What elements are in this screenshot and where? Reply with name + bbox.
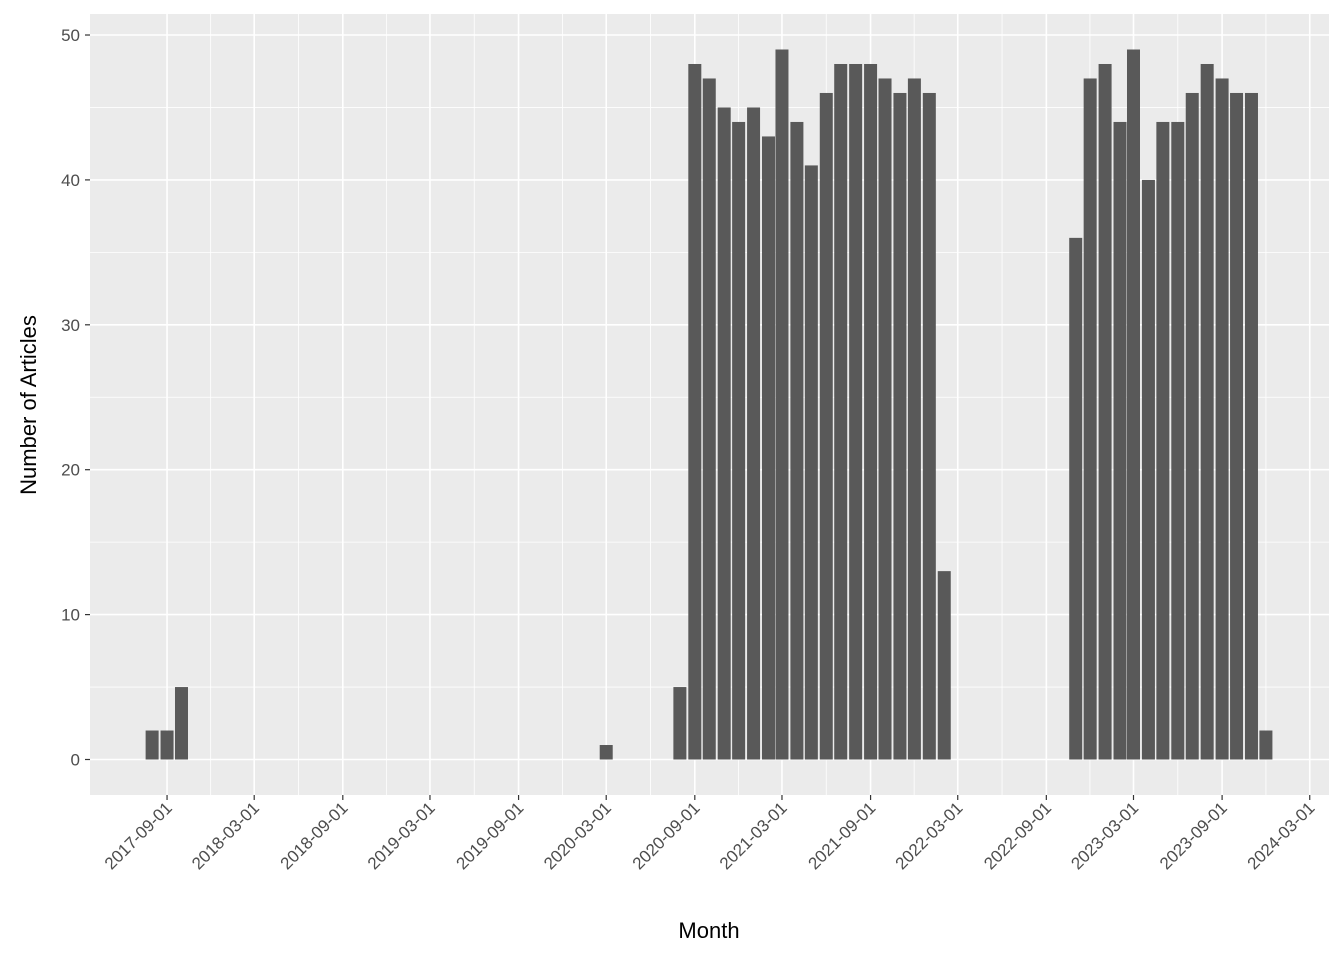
bar — [1126, 49, 1140, 760]
bar — [761, 136, 775, 760]
y-tick-label: 30 — [61, 316, 80, 335]
bar — [1230, 92, 1244, 760]
bar — [732, 121, 746, 760]
x-tick-label: 2021-03-01 — [716, 798, 791, 873]
x-tick-label: 2018-09-01 — [277, 798, 352, 873]
bar — [819, 92, 833, 760]
bar — [878, 78, 892, 760]
bar — [1083, 78, 1097, 760]
bar — [1113, 121, 1127, 760]
x-tick-label: 2023-09-01 — [1156, 798, 1231, 873]
bar — [1069, 237, 1083, 760]
bar — [1200, 63, 1214, 760]
bars — [145, 49, 1273, 760]
bar — [688, 63, 702, 760]
x-tick-label: 2023-03-01 — [1067, 798, 1142, 873]
bar — [599, 745, 613, 760]
bar — [673, 687, 687, 760]
bar — [834, 63, 848, 760]
y-tick-label: 10 — [61, 606, 80, 625]
bar — [1244, 92, 1258, 760]
bar — [1171, 121, 1185, 760]
x-tick-label: 2021-09-01 — [804, 798, 879, 873]
x-tick-label: 2022-09-01 — [980, 798, 1055, 873]
bar — [1098, 63, 1112, 760]
x-tick-label: 2024-03-01 — [1244, 798, 1319, 873]
bar — [717, 107, 731, 760]
y-tick-label: 20 — [61, 461, 80, 480]
bar — [893, 92, 907, 760]
bar — [937, 571, 951, 760]
bar — [849, 63, 863, 760]
x-tick-label: 2020-09-01 — [629, 798, 704, 873]
y-axis-title: Number of Articles — [16, 315, 41, 495]
bar — [702, 78, 716, 760]
bar — [145, 730, 159, 760]
y-tick-label: 0 — [71, 751, 80, 770]
x-tick-label: 2018-03-01 — [188, 798, 263, 873]
bar — [1259, 730, 1273, 760]
bar — [804, 165, 818, 760]
bar — [907, 78, 921, 760]
x-tick-label: 2017-09-01 — [101, 798, 176, 873]
x-tick-label: 2019-03-01 — [364, 798, 439, 873]
bar — [160, 730, 174, 760]
bar — [747, 107, 761, 760]
x-tick-label: 2022-03-01 — [892, 798, 967, 873]
bar — [1215, 78, 1229, 760]
y-tick-label: 40 — [61, 171, 80, 190]
bar — [864, 63, 878, 760]
x-tick-label: 2019-09-01 — [452, 798, 527, 873]
bar — [790, 121, 804, 760]
bar — [174, 687, 188, 760]
bar — [922, 92, 936, 760]
bar — [1185, 92, 1199, 760]
y-tick-label: 50 — [61, 26, 80, 45]
x-axis-title: Month — [678, 918, 739, 943]
bar — [1156, 121, 1170, 760]
bar — [1141, 179, 1155, 760]
bar — [775, 49, 789, 760]
x-tick-label: 2020-03-01 — [540, 798, 615, 873]
